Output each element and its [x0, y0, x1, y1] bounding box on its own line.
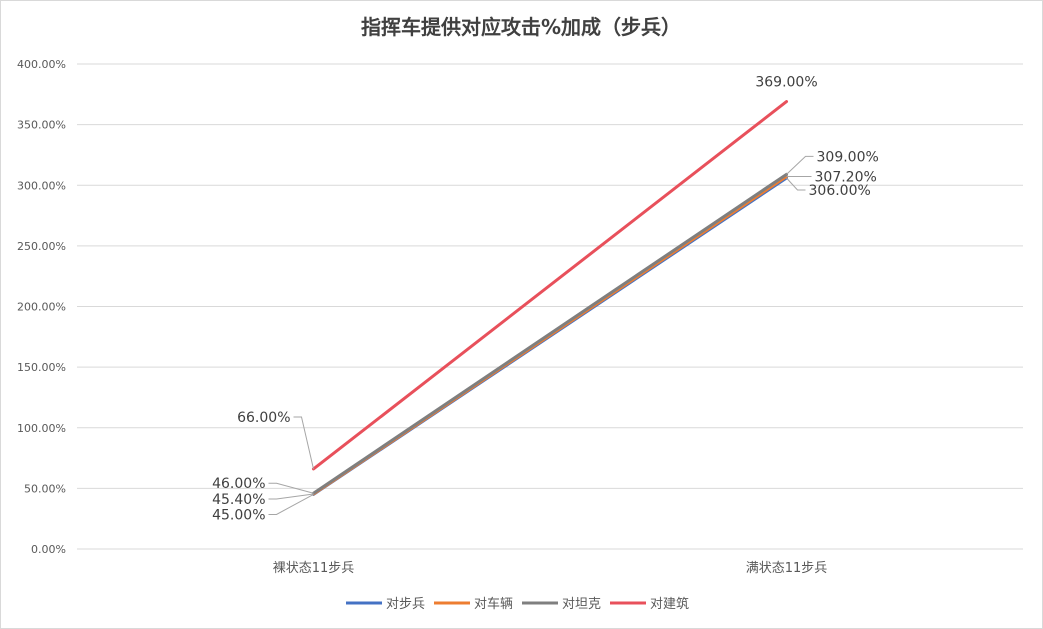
gridlines — [77, 63, 1023, 550]
leader-line — [268, 493, 314, 515]
data-label: 45.40% — [212, 492, 265, 508]
legend-label: 对步兵 — [386, 597, 425, 612]
data-label: 309.00% — [817, 149, 879, 165]
y-tick-label: 250.00% — [17, 240, 66, 253]
y-tick-label: 100.00% — [17, 422, 66, 435]
y-tick-label: 50.00% — [24, 482, 66, 495]
x-category-label: 裸状态11步兵 — [273, 561, 355, 576]
y-tick-label: 150.00% — [17, 361, 66, 374]
legend-label: 对坦克 — [562, 597, 601, 612]
data-label: 306.00% — [809, 183, 871, 199]
data-label: 307.20% — [815, 170, 877, 186]
legend-item-3[interactable]: 对坦克 — [522, 597, 601, 612]
legend-label: 对车辆 — [474, 596, 513, 612]
leader-line — [268, 482, 314, 494]
y-tick-label: 200.00% — [17, 301, 66, 314]
legend[interactable]: 对步兵 对车辆 对坦克 对建筑 — [346, 596, 689, 612]
legend-item-4[interactable]: 对建筑 — [610, 596, 689, 612]
x-axis: 裸状态11步兵 满状态11步兵 — [273, 561, 828, 576]
y-tick-label: 350.00% — [17, 119, 66, 132]
legend-item-1[interactable]: 对步兵 — [346, 597, 425, 612]
series-lines — [312, 100, 788, 496]
leader-line — [268, 493, 314, 500]
x-category-label: 满状态11步兵 — [746, 561, 828, 576]
chart-title: 指挥车提供对应攻击%加成（步兵） — [361, 15, 681, 39]
leader-line — [786, 177, 806, 191]
leader-line — [293, 416, 314, 470]
series-line-3 — [312, 172, 788, 495]
data-label: 369.00% — [755, 75, 817, 91]
legend-label: 对建筑 — [650, 596, 689, 612]
leader-line — [786, 155, 814, 175]
data-label: 45.00% — [212, 507, 265, 523]
data-label: 46.00% — [212, 476, 265, 492]
legend-item-2[interactable]: 对车辆 — [434, 596, 513, 612]
series-line-4 — [312, 100, 788, 471]
data-labels: 45.00% 306.00% 45.40% 307.20% 46.00% 309.00% 6… — [212, 75, 879, 524]
data-label: 66.00% — [237, 410, 290, 426]
y-axis: 0.00% 50.00% 100.00% 150.00% 200.00% 250.00% 3… — [17, 58, 66, 556]
y-tick-label: 0.00% — [31, 543, 66, 556]
y-tick-label: 300.00% — [17, 179, 66, 192]
y-tick-label: 400.00% — [17, 58, 66, 71]
